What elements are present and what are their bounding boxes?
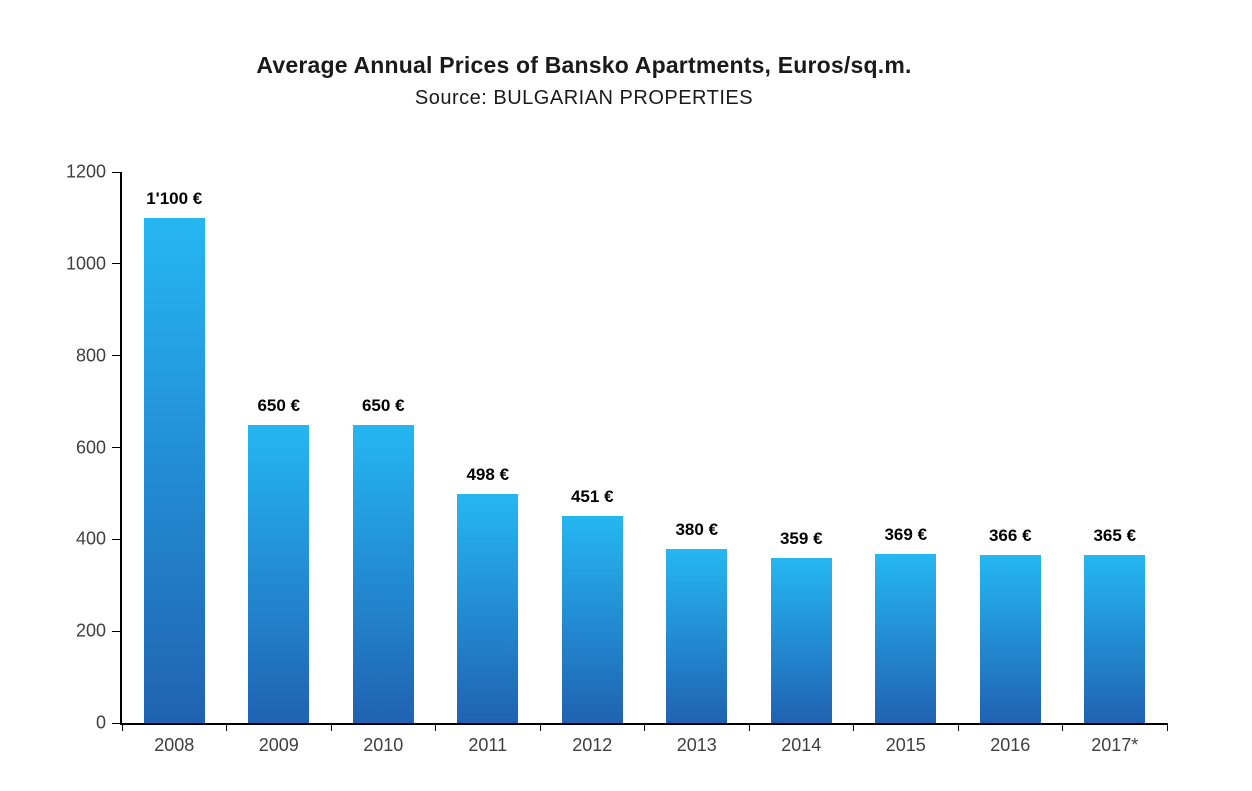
x-axis-tick bbox=[853, 723, 854, 731]
x-axis-category-label: 2011 bbox=[468, 735, 508, 755]
x-axis-category-label: 2014 bbox=[781, 735, 822, 755]
x-axis-category-label: 2016 bbox=[990, 735, 1031, 755]
y-axis-tick bbox=[112, 355, 120, 357]
bar-value-label: 498 € bbox=[466, 465, 510, 485]
y-axis-tick bbox=[112, 263, 120, 265]
bar-2008 bbox=[143, 217, 205, 723]
x-axis-category-label: 2008 bbox=[154, 735, 195, 755]
x-axis-tick bbox=[435, 723, 436, 731]
x-axis-tick bbox=[121, 723, 123, 731]
x-axis-tick bbox=[330, 723, 332, 731]
x-axis-tick bbox=[1166, 723, 1168, 731]
bar-2013 bbox=[666, 548, 728, 723]
y-axis-tick-label: 1200 bbox=[65, 161, 106, 182]
y-axis-tick bbox=[112, 171, 120, 173]
x-axis-category-label: 2013 bbox=[676, 735, 717, 755]
y-axis-tick bbox=[112, 447, 120, 448]
bar-value-label: 369 € bbox=[884, 524, 928, 544]
x-axis-category-label: 2017* bbox=[1091, 735, 1139, 755]
bar-value-label: 359 € bbox=[779, 529, 823, 549]
bar-value-label: 650 € bbox=[361, 395, 405, 415]
x-axis-category-label: 2010 bbox=[363, 735, 404, 755]
bar-2010 bbox=[352, 424, 414, 723]
bar-2016 bbox=[979, 554, 1041, 723]
y-axis-tick-label: 800 bbox=[75, 345, 106, 366]
bar-2009 bbox=[248, 424, 310, 723]
y-axis-tick-label: 200 bbox=[75, 620, 106, 641]
bar-value-label: 366 € bbox=[988, 525, 1032, 545]
chart-subtitle: Source: BULGARIAN PROPERTIES bbox=[414, 87, 754, 109]
y-axis-tick-label: 1000 bbox=[65, 253, 106, 274]
x-axis-tick bbox=[957, 723, 959, 731]
x-axis-category-label: 2012 bbox=[572, 735, 613, 755]
bar-value-label: 451 € bbox=[570, 486, 614, 506]
x-axis-tick bbox=[748, 723, 750, 731]
x-axis-tick bbox=[539, 723, 541, 731]
y-axis-tick bbox=[112, 722, 120, 724]
bar-2017 bbox=[1084, 555, 1146, 723]
bar-2014 bbox=[770, 558, 832, 723]
y-axis-tick-label: 400 bbox=[75, 528, 106, 549]
x-axis-tick bbox=[644, 723, 645, 731]
bar-2012 bbox=[561, 515, 623, 723]
y-axis-tick bbox=[112, 630, 120, 632]
plot-area: 0 200 400 600 800 1000 1200 1'100 € 2008 650 € 200… bbox=[66, 162, 1168, 755]
x-axis-tick bbox=[1062, 723, 1063, 731]
title-block: Average Annual Prices of Bansko Apartmen… bbox=[0, 52, 1168, 110]
x-axis-tick bbox=[226, 723, 227, 731]
bar-value-label: 1'100 € bbox=[146, 188, 203, 208]
y-axis-tick-label: 600 bbox=[75, 437, 106, 457]
x-axis-category-label: 2009 bbox=[258, 735, 299, 755]
y-axis-tick-label: 0 bbox=[95, 712, 106, 733]
bar-value-label: 365 € bbox=[1093, 526, 1137, 546]
bar-2015 bbox=[875, 553, 937, 723]
bar-value-label: 380 € bbox=[675, 519, 719, 539]
bar-value-label: 650 € bbox=[257, 395, 301, 415]
y-axis-tick bbox=[112, 538, 120, 540]
x-axis-category-label: 2015 bbox=[885, 735, 926, 755]
chart-title: Average Annual Prices of Bansko Apartmen… bbox=[256, 52, 912, 78]
bar-2011 bbox=[457, 494, 519, 723]
